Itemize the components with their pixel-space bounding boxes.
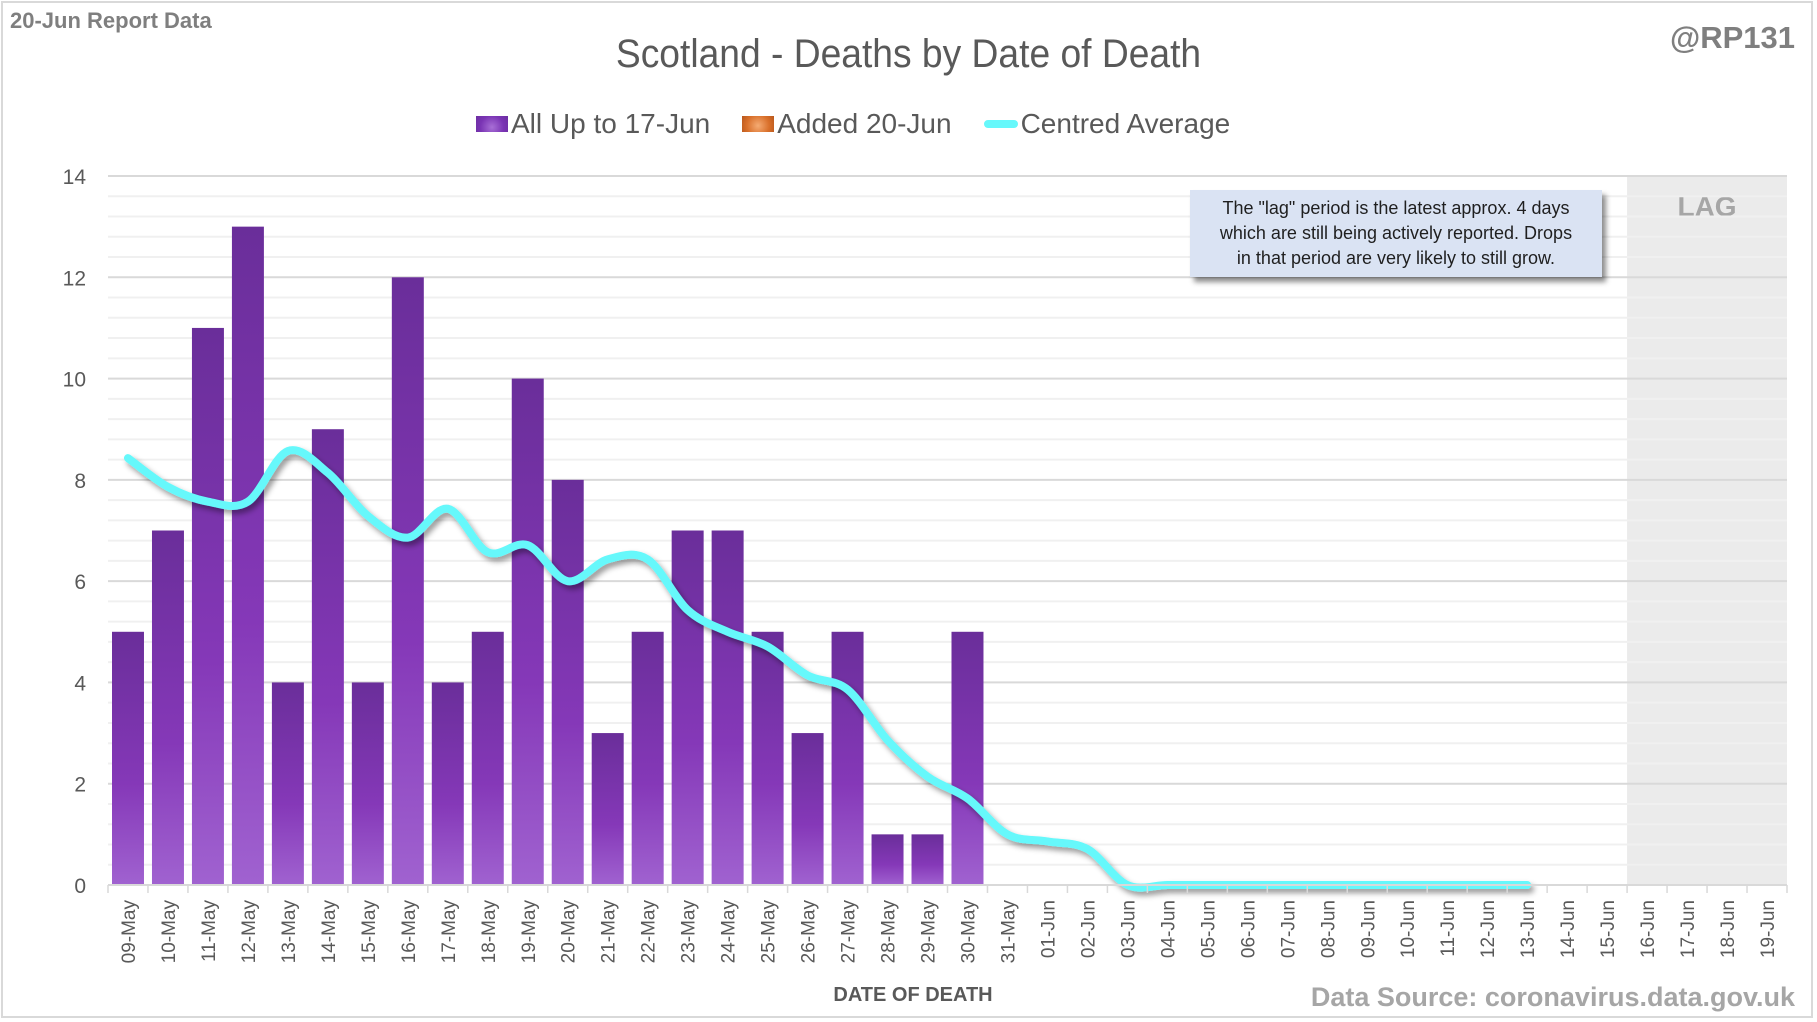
bar-all-up-to (111, 631, 144, 885)
bar-all-up-to (911, 834, 944, 885)
x-axis: 09-May 10-May 11-May 12-May 13-May 14-May 15-M… (107, 884, 1788, 964)
bar-all-up-to (231, 226, 264, 886)
x-tick-label: 19-May (519, 900, 540, 964)
legend-item-added[interactable]: Added 20-Jun (742, 108, 952, 140)
x-tick-label: 09-Jun (1358, 900, 1379, 958)
legend-line-cyan-icon (983, 120, 1018, 128)
x-tick-label: 29-May (919, 900, 940, 964)
bar-all-up-to (831, 631, 864, 885)
x-tick-label: 17-Jun (1678, 900, 1699, 958)
bar-all-up-to (391, 277, 424, 885)
bar-all-up-to (471, 631, 504, 885)
x-tick-label: 27-May (839, 900, 860, 964)
legend: All Up to 17-Jun Added 20-Jun Centred Av… (476, 108, 1262, 140)
x-tick-label: 20-May (559, 900, 580, 964)
x-tick-label: 04-Jun (1158, 900, 1179, 958)
y-tick-label: 8 (74, 470, 86, 493)
y-tick-label: 14 (63, 166, 87, 189)
report-date-label: 20-Jun Report Data (10, 8, 212, 33)
x-tick-label: 14-Jun (1558, 900, 1579, 958)
x-tick-label: 17-May (439, 900, 460, 964)
bar-all-up-to (271, 682, 304, 885)
x-tick-label: 03-Jun (1118, 900, 1139, 958)
x-tick-label: 16-Jun (1638, 900, 1659, 958)
x-tick-label: 07-Jun (1278, 900, 1299, 958)
bar-all-up-to (711, 530, 744, 885)
bar-all-up-to (511, 378, 544, 885)
x-tick-label: 11-Jun (1438, 900, 1459, 957)
x-tick-label: 15-May (359, 900, 380, 964)
lag-region: LAG (1627, 176, 1787, 885)
bar-all-up-to (591, 733, 624, 885)
x-tick-label: 23-May (679, 900, 700, 964)
bar-all-up-to (191, 327, 224, 885)
x-tick-label: 12-May (239, 900, 260, 964)
bars (111, 226, 984, 886)
x-tick-label: 10-May (159, 900, 180, 964)
lag-annotation-box: The "lag" period is the latest approx. 4… (1190, 190, 1602, 277)
legend-swatch-purple-icon (476, 116, 508, 132)
x-axis-title: DATE OF DEATH (833, 984, 993, 1006)
annotation-line: in that period are very likely to still … (1236, 248, 1556, 268)
x-tick-label: 12-Jun (1478, 900, 1499, 958)
bar-all-up-to (671, 530, 704, 885)
bar-all-up-to (631, 631, 664, 885)
legend-swatch-orange-icon (742, 116, 775, 132)
y-tick-label: 4 (74, 672, 86, 695)
x-tick-label: 11-May (199, 900, 220, 962)
y-axis-ticks: 0 2 4 6 8 10 12 14 (63, 166, 87, 898)
gridlines (108, 175, 1787, 886)
x-tick-label: 05-Jun (1198, 900, 1219, 958)
x-tick-label: 30-May (958, 900, 979, 964)
x-tick-label: 28-May (879, 900, 900, 964)
y-tick-label: 2 (74, 774, 86, 797)
annotation-line: which are still being actively reported.… (1219, 223, 1573, 243)
bar-all-up-to (431, 682, 464, 885)
x-tick-label: 13-Jun (1518, 900, 1539, 958)
x-tick-label: 31-May (998, 900, 1019, 964)
bar-all-up-to (791, 733, 824, 885)
x-tick-label: 25-May (759, 900, 780, 964)
legend-item-all-up-to[interactable]: All Up to 17-Jun (476, 108, 710, 140)
x-tick-label: 01-Jun (1038, 900, 1059, 958)
x-tick-label: 15-Jun (1598, 900, 1619, 958)
x-tick-label: 02-Jun (1078, 900, 1099, 958)
x-tick-label: 19-Jun (1758, 900, 1779, 958)
legend-label: Centred Average (1020, 108, 1231, 139)
bar-all-up-to (951, 631, 984, 885)
bar-all-up-to (351, 682, 384, 885)
bar-all-up-to (751, 631, 784, 885)
bar-all-up-to (551, 479, 584, 885)
x-tick-label: 13-May (279, 900, 300, 964)
y-tick-label: 6 (74, 571, 86, 594)
author-handle: @RP131 (1669, 20, 1795, 55)
lag-shade (1627, 176, 1787, 885)
x-tick-label: 26-May (799, 900, 820, 964)
bar-all-up-to (311, 429, 344, 885)
x-tick-label: 08-Jun (1318, 900, 1339, 958)
y-tick-label: 10 (63, 369, 86, 392)
legend-label: All Up to 17-Jun (511, 108, 711, 139)
bar-all-up-to (151, 530, 184, 885)
x-tick-label: 24-May (719, 900, 740, 964)
x-tick-label: 22-May (639, 900, 660, 964)
bar-all-up-to (871, 834, 904, 885)
x-tick-label: 09-May (119, 900, 140, 964)
legend-label: Added 20-Jun (777, 108, 952, 139)
annotation-line: The "lag" period is the latest approx. 4… (1222, 198, 1570, 218)
chart-title: Scotland - Deaths by Date of Death (615, 32, 1202, 76)
x-tick-label: 14-May (319, 900, 340, 964)
x-tick-label: 10-Jun (1398, 900, 1419, 958)
legend-item-centred-average[interactable]: Centred Average (983, 108, 1231, 140)
x-tick-label: 21-May (599, 900, 620, 964)
x-tick-label: 18-Jun (1718, 900, 1739, 958)
y-tick-label: 0 (74, 875, 86, 898)
x-tick-label: 16-May (399, 900, 420, 964)
y-tick-label: 12 (63, 267, 86, 290)
x-tick-label: 06-Jun (1238, 900, 1259, 958)
x-tick-label: 18-May (479, 900, 500, 964)
data-source: Data Source: coronavirus.data.gov.uk (1310, 982, 1795, 1012)
